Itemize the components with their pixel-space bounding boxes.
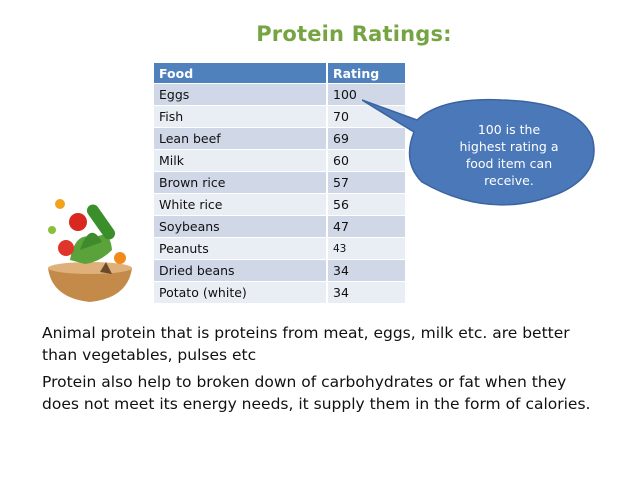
table-row: White rice 56: [154, 193, 405, 216]
paragraph: Protein also help to broken down of carb…: [42, 373, 591, 413]
table-row: Eggs 100: [154, 83, 405, 106]
callout-line: receive.: [484, 173, 534, 188]
table-row: Lean beef 69: [154, 127, 405, 150]
rating-cell: 47: [327, 215, 405, 238]
rating-cell: 34: [327, 281, 405, 303]
callout-bubble: [362, 98, 595, 206]
table-row: Potato (white) 34: [154, 281, 405, 303]
food-cell: Potato (white): [154, 281, 328, 303]
rating-cell: 56: [327, 193, 405, 216]
rating-cell: 60: [327, 149, 405, 172]
callout-line: food item can: [465, 156, 553, 171]
table-row: Peanuts 43: [154, 237, 405, 260]
callout-line: 100 is the: [477, 122, 541, 137]
rating-cell: 43: [327, 237, 405, 260]
salad-bowl-image: [48, 199, 132, 302]
food-cell: Fish: [154, 105, 328, 128]
callout-text: 100 is the highest rating a food item ca…: [424, 121, 594, 189]
table-row: Milk 60: [154, 149, 405, 172]
protein-ratings-table: Food Rating Eggs 100 Fish 70 Lean beef 6…: [154, 63, 405, 303]
food-cell: Dried beans: [154, 259, 328, 282]
page-title: Protein Ratings:: [256, 22, 452, 46]
table-row: Dried beans 34: [154, 259, 405, 282]
body-text: Animal protein that is proteins from mea…: [42, 322, 602, 420]
food-cell: Soybeans: [154, 215, 328, 238]
rating-cell: 34: [327, 259, 405, 282]
rating-cell: 69: [327, 127, 405, 150]
food-cell: Eggs: [154, 83, 328, 106]
food-cell: Brown rice: [154, 171, 328, 194]
rating-cell: 57: [327, 171, 405, 194]
rating-cell: 100: [327, 83, 405, 106]
table-row: Brown rice 57: [154, 171, 405, 194]
callout-line: highest rating a: [459, 139, 559, 154]
food-cell: Peanuts: [154, 237, 328, 260]
table-header-row: Food Rating: [154, 63, 405, 84]
paragraph: Animal protein that is proteins from mea…: [42, 324, 570, 364]
food-cell: White rice: [154, 193, 328, 216]
table-row: Soybeans 47: [154, 215, 405, 238]
food-cell: Lean beef: [154, 127, 328, 150]
header-rating: Rating: [327, 63, 405, 84]
header-food: Food: [154, 63, 328, 84]
food-cell: Milk: [154, 149, 328, 172]
